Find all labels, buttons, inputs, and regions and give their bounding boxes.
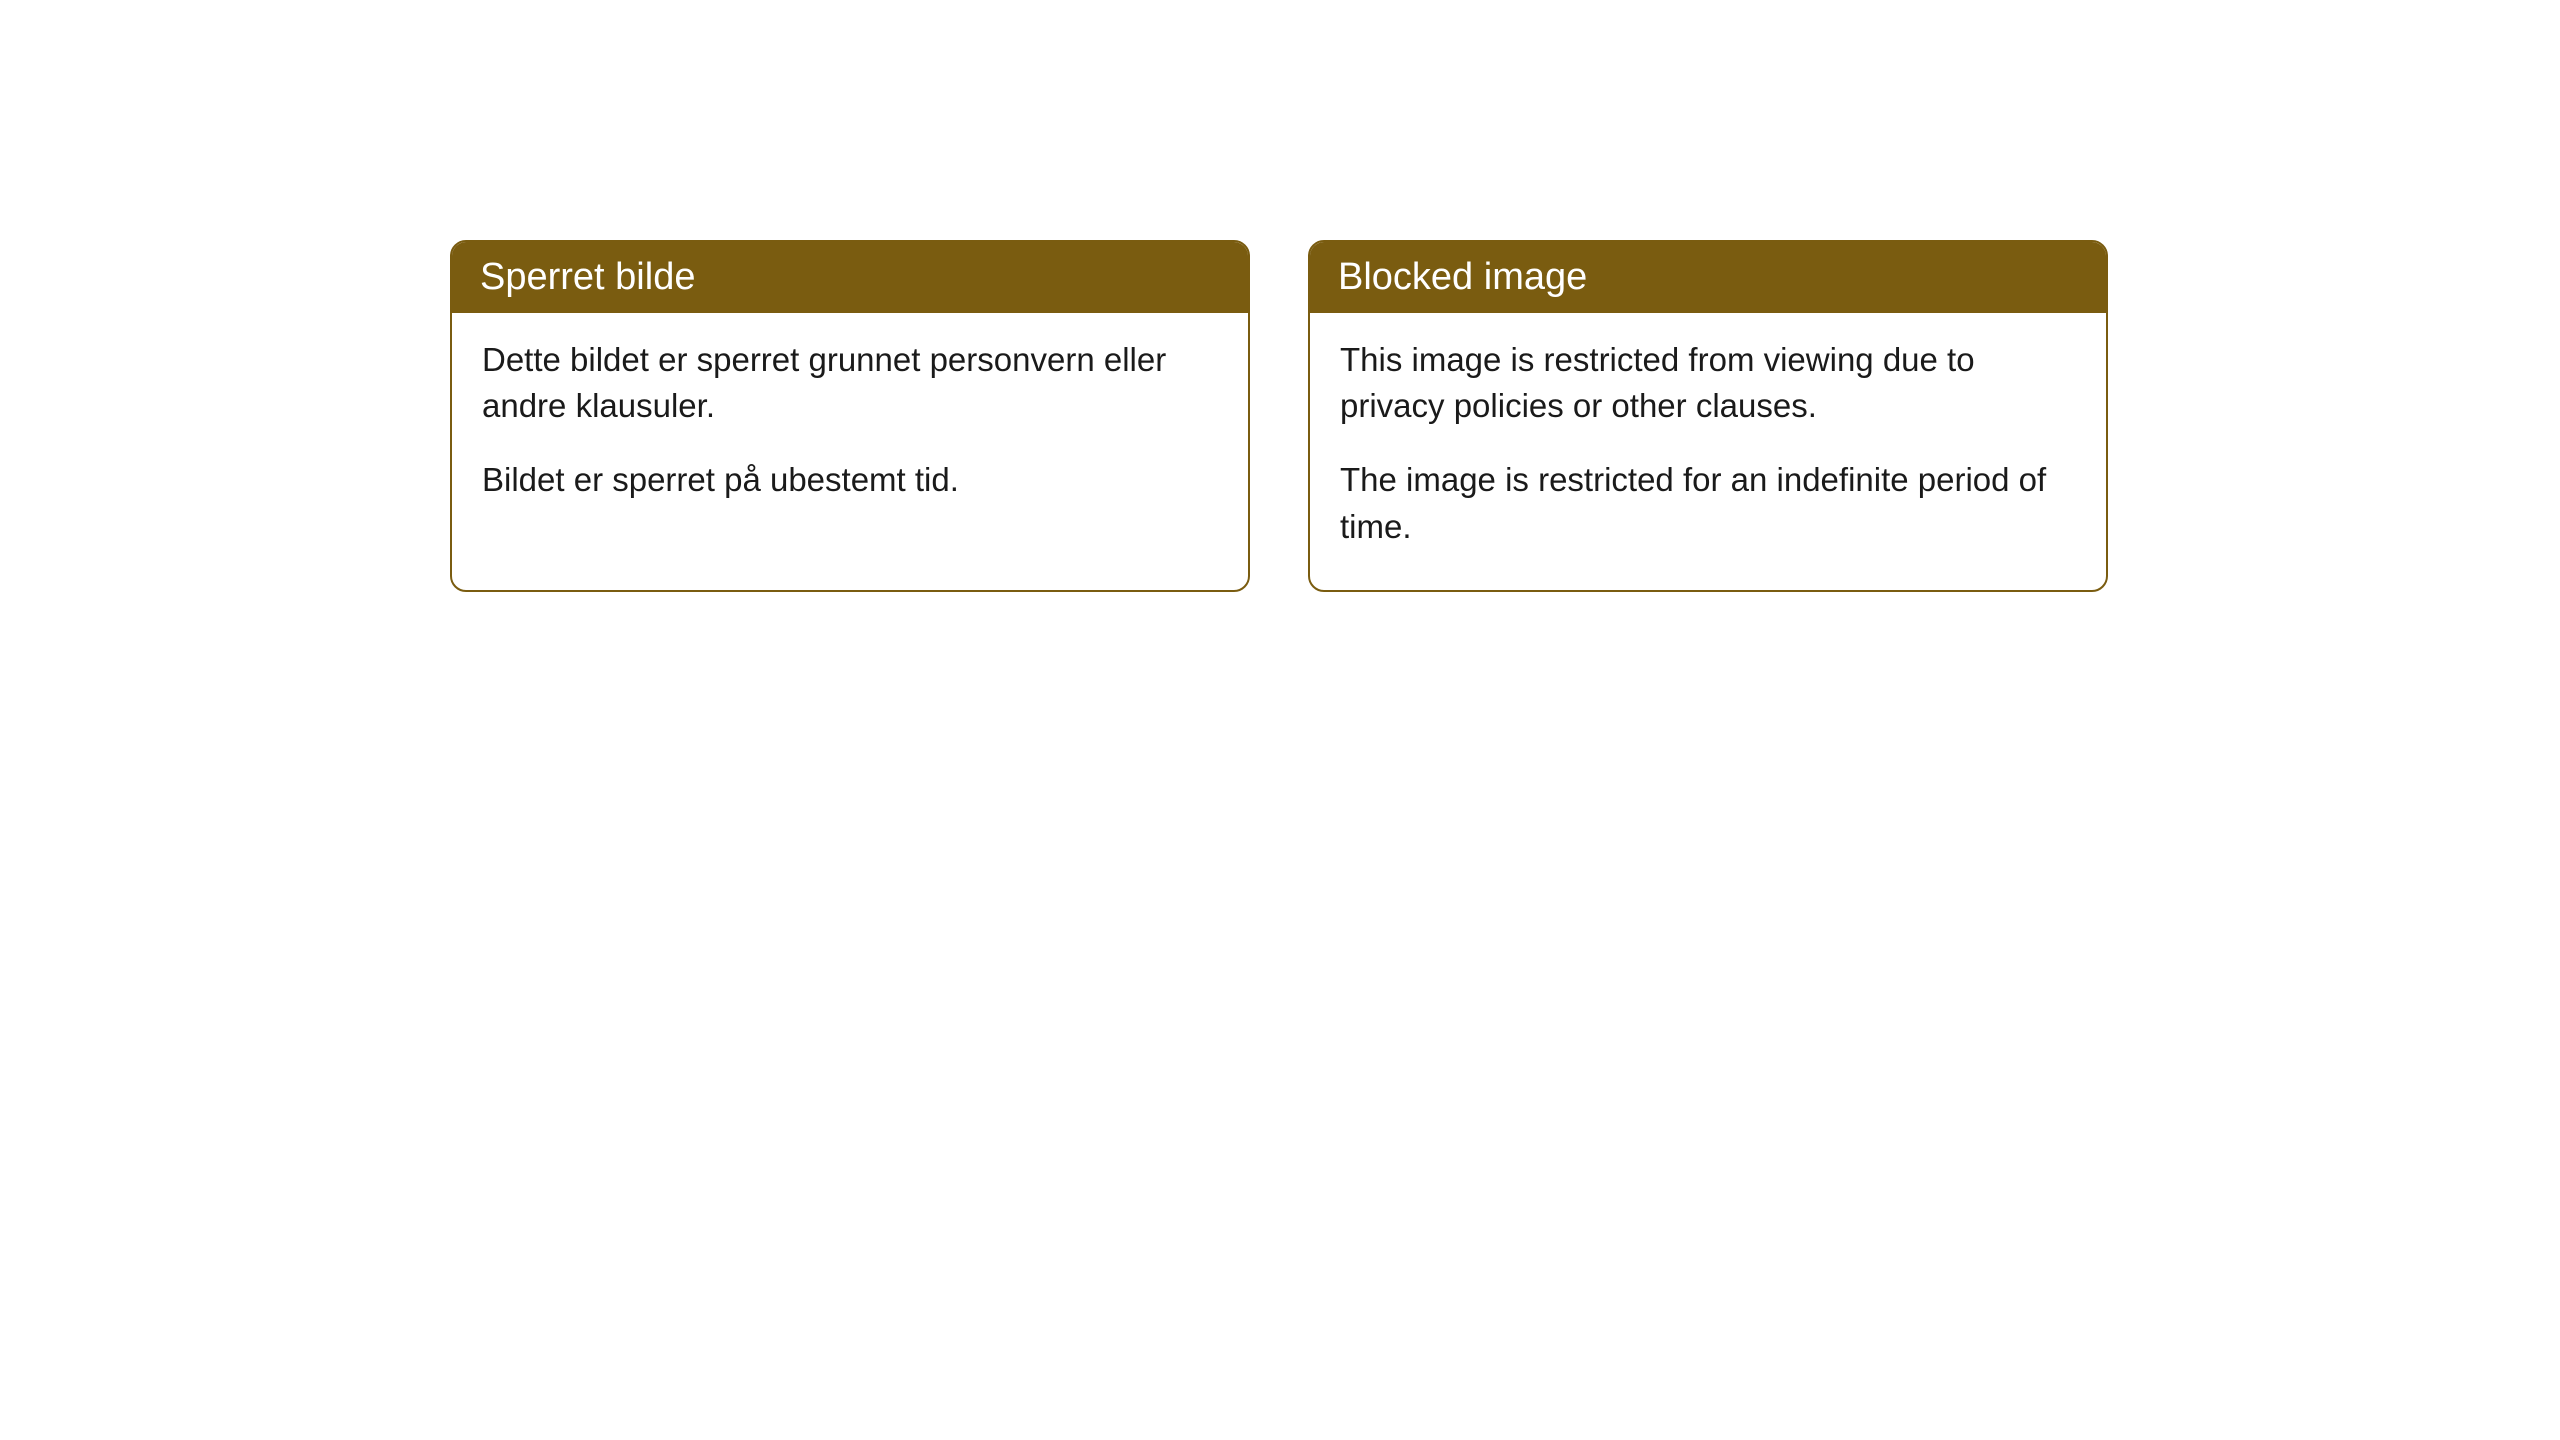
- card-body: Dette bildet er sperret grunnet personve…: [452, 313, 1248, 544]
- notice-cards-container: Sperret bilde Dette bildet er sperret gr…: [450, 240, 2110, 592]
- card-paragraph: Bildet er sperret på ubestemt tid.: [482, 457, 1218, 503]
- card-body: This image is restricted from viewing du…: [1310, 313, 2106, 590]
- card-paragraph: The image is restricted for an indefinit…: [1340, 457, 2076, 549]
- notice-card-norwegian: Sperret bilde Dette bildet er sperret gr…: [450, 240, 1250, 592]
- card-title: Blocked image: [1338, 256, 1587, 298]
- notice-card-english: Blocked image This image is restricted f…: [1308, 240, 2108, 592]
- card-paragraph: Dette bildet er sperret grunnet personve…: [482, 337, 1218, 429]
- card-title: Sperret bilde: [480, 256, 695, 298]
- card-header: Blocked image: [1310, 242, 2106, 313]
- card-paragraph: This image is restricted from viewing du…: [1340, 337, 2076, 429]
- card-header: Sperret bilde: [452, 242, 1248, 313]
